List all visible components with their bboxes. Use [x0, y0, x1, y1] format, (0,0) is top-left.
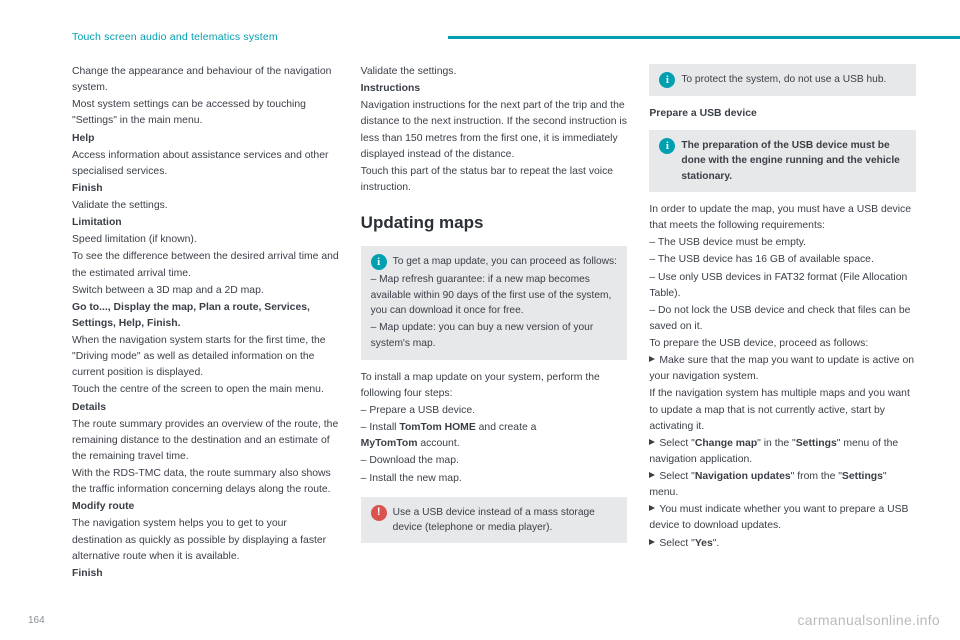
list-item: – Use only USB devices in FAT32 format (… [649, 270, 916, 302]
body-text: To see the difference between the desire… [72, 249, 339, 281]
body-text: Validate the settings. [72, 198, 339, 214]
page-number: 164 [28, 615, 45, 626]
list-item: Select "Navigation updates" from the "Se… [649, 469, 916, 501]
text: and create a [476, 422, 537, 433]
warning-callout-usb: ! Use a USB device instead of a mass sto… [361, 497, 628, 544]
subhead-goto: Go to..., Display the map, Plan a route,… [72, 300, 339, 332]
option-name: Yes [695, 538, 713, 549]
body-text: To install a map update on your system, … [361, 370, 628, 402]
text: Select " [659, 538, 694, 549]
subhead-limitation: Limitation [72, 215, 339, 231]
body-text: Change the appearance and behaviour of t… [72, 64, 339, 96]
heading-updating-maps: Updating maps [361, 210, 628, 236]
body-text: The route summary provides an overview o… [72, 417, 339, 465]
body-text: Navigation instructions for the next par… [361, 98, 628, 163]
arrow-icon [649, 439, 655, 445]
body-text: Access information about assistance serv… [72, 148, 339, 180]
list-item: You must indicate whether you want to pr… [649, 502, 916, 534]
subhead-modify-route: Modify route [72, 499, 339, 515]
list-item: Make sure that the map you want to updat… [649, 353, 916, 385]
body-text: To prepare the USB device, proceed as fo… [649, 336, 916, 352]
header-rule [448, 36, 960, 39]
callout-bullet: – Map refresh guarantee: if a new map be… [371, 272, 618, 318]
text: account. [417, 438, 459, 449]
list-item: – Download the map. [361, 453, 628, 469]
text: " in the " [757, 438, 796, 449]
product-name: MyTomTom [361, 438, 418, 449]
menu-name: Change map [695, 438, 757, 449]
subhead-finish: Finish [72, 181, 339, 197]
manual-page: Touch screen audio and telematics system… [0, 0, 960, 640]
column-2: Validate the settings. Instructions Navi… [361, 64, 628, 583]
text: Select " [659, 471, 694, 482]
list-item: – Do not lock the USB device and check t… [649, 303, 916, 335]
subhead-help: Help [72, 131, 339, 147]
subhead-finish-2: Finish [72, 566, 339, 582]
arrow-icon [649, 505, 655, 511]
section-title: Touch screen audio and telematics system [72, 31, 278, 43]
list-item: – Install TomTom HOME and create a MyTom… [361, 420, 628, 452]
body-text: The navigation system helps you to get t… [72, 516, 339, 564]
list-item: – Install the new map. [361, 471, 628, 487]
arrow-icon [649, 539, 655, 545]
info-callout-map-update: i To get a map update, you can proceed a… [361, 246, 628, 359]
body-text: Speed limitation (if known). [72, 232, 339, 248]
text: You must indicate whether you want to pr… [649, 504, 908, 531]
body-text: Most system settings can be accessed by … [72, 97, 339, 129]
body-text: With the RDS-TMC data, the route summary… [72, 466, 339, 498]
text: Make sure that the map you want to updat… [649, 355, 914, 382]
list-item: – The USB device has 16 GB of available … [649, 252, 916, 268]
info-icon: i [659, 138, 675, 154]
menu-name: Navigation updates [695, 471, 791, 482]
body-text: Touch the centre of the screen to open t… [72, 382, 339, 398]
body-text: Touch this part of the status bar to rep… [361, 164, 628, 196]
info-icon: i [659, 72, 675, 88]
column-3: i To protect the system, do not use a US… [649, 64, 916, 583]
info-icon: i [371, 254, 387, 270]
info-callout-engine-running: i The preparation of the USB device must… [649, 130, 916, 192]
text: Select " [659, 438, 694, 449]
text: – Install [361, 422, 400, 433]
body-text: In order to update the map, you must hav… [649, 202, 916, 234]
content-columns: Change the appearance and behaviour of t… [72, 64, 916, 583]
list-item: – Prepare a USB device. [361, 403, 628, 419]
body-text: Validate the settings. [361, 64, 628, 80]
body-text: If the navigation system has multiple ma… [649, 386, 916, 434]
body-text: When the navigation system starts for th… [72, 333, 339, 381]
callout-text: The preparation of the USB device must b… [681, 140, 899, 182]
text: " from the " [791, 471, 842, 482]
body-text: Switch between a 3D map and a 2D map. [72, 283, 339, 299]
column-1: Change the appearance and behaviour of t… [72, 64, 339, 583]
subhead-details: Details [72, 400, 339, 416]
list-item: Select "Yes". [649, 536, 916, 552]
info-callout-usb-hub: i To protect the system, do not use a US… [649, 64, 916, 96]
arrow-icon [649, 356, 655, 362]
subhead-instructions: Instructions [361, 81, 628, 97]
warning-icon: ! [371, 505, 387, 521]
menu-name: Settings [796, 438, 837, 449]
callout-text: Use a USB device instead of a mass stora… [393, 507, 595, 533]
product-name: TomTom HOME [399, 422, 475, 433]
menu-name: Settings [842, 471, 883, 482]
text: ". [713, 538, 720, 549]
callout-bullet: – Map update: you can buy a new version … [371, 320, 618, 351]
list-item: – The USB device must be empty. [649, 235, 916, 251]
watermark: carmanualsonline.info [798, 612, 941, 628]
page-header: Touch screen audio and telematics system [72, 28, 916, 46]
callout-text: To get a map update, you can proceed as … [393, 256, 617, 267]
arrow-icon [649, 472, 655, 478]
subhead-prepare-usb: Prepare a USB device [649, 106, 916, 122]
callout-text: To protect the system, do not use a USB … [681, 74, 886, 85]
list-item: Select "Change map" in the "Settings" me… [649, 436, 916, 468]
